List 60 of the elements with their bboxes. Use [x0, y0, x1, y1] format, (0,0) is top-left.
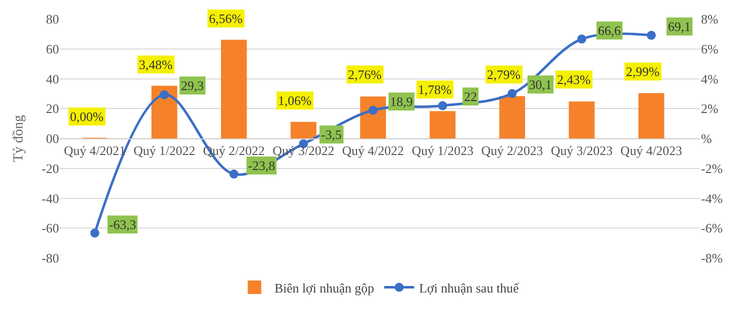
y-tick-label: 00 — [46, 131, 59, 146]
data-label: 3,48% — [139, 57, 173, 72]
y-tick-label: -40 — [42, 190, 59, 206]
data-label: 2,43% — [557, 72, 591, 87]
y2-tick-label: % — [701, 131, 712, 146]
y2-tick-label: 2% — [701, 101, 718, 116]
point — [160, 90, 169, 100]
bar — [290, 122, 316, 140]
data-label: -23,8 — [248, 158, 276, 173]
data-label: 30,1 — [529, 77, 552, 92]
y2-tick-label: -2% — [701, 160, 723, 176]
point — [368, 106, 378, 115]
point — [508, 89, 517, 98]
x-tick-label: Quý 3/2023 — [550, 143, 613, 158]
data-label: 2,79% — [487, 67, 521, 82]
bar — [638, 93, 664, 140]
data-label: 0,00% — [70, 109, 104, 124]
data-label: -63,3 — [109, 217, 136, 232]
bar — [151, 86, 178, 140]
point — [577, 34, 586, 44]
legend-label: Lợi nhuận sau thuế — [419, 280, 520, 296]
legend-label: Biên lợi nhuận gộp — [274, 280, 374, 296]
data-label: 18,9 — [390, 94, 413, 109]
y2-tick-label: 4% — [701, 71, 718, 86]
y-tick-label: -20 — [42, 160, 59, 176]
data-label: 6,56% — [209, 11, 243, 26]
y2-tick-label: -4% — [701, 190, 723, 206]
point — [90, 228, 100, 238]
x-tick-label: Quý 4/2022 — [342, 143, 404, 158]
bar — [430, 111, 456, 140]
bar — [568, 101, 595, 140]
data-label: 69,1 — [668, 19, 691, 34]
x-tick-label: Quý 1/2022 — [133, 143, 196, 158]
y-tick-label: -60 — [42, 220, 59, 236]
bar — [499, 96, 526, 140]
data-label: 1,06% — [278, 93, 312, 108]
data-label: 2,99% — [626, 64, 660, 79]
data-label: 22 — [464, 89, 477, 104]
x-tick-label: Quý 1/2023 — [412, 143, 474, 158]
data-label: 66,6 — [598, 23, 622, 38]
y-tick-label: 40 — [46, 71, 59, 86]
x-tick-label: Quý 4/2023 — [620, 143, 682, 158]
y-tick-label: 20 — [46, 101, 59, 116]
y-axis-title: Tỷ đồng — [11, 114, 26, 162]
point — [646, 30, 656, 40]
point — [229, 170, 238, 179]
data-label: 2,76% — [348, 67, 382, 82]
bar — [220, 40, 247, 140]
y2-tick-label: 8% — [701, 12, 718, 27]
y2-tick-label: -8% — [701, 250, 723, 266]
data-label: 29,3 — [181, 78, 204, 93]
y2-tick-label: -6% — [701, 220, 723, 236]
y-tick-label: 60 — [46, 41, 59, 56]
y-tick-label: -80 — [42, 250, 59, 266]
point — [438, 101, 448, 110]
y2-tick-label: 6% — [701, 41, 718, 56]
y-tick-label: 80 — [46, 12, 59, 27]
x-tick-label: Quý 2/2023 — [481, 143, 544, 158]
data-label: -3,5 — [321, 127, 342, 142]
data-label: 1,78% — [418, 82, 452, 97]
